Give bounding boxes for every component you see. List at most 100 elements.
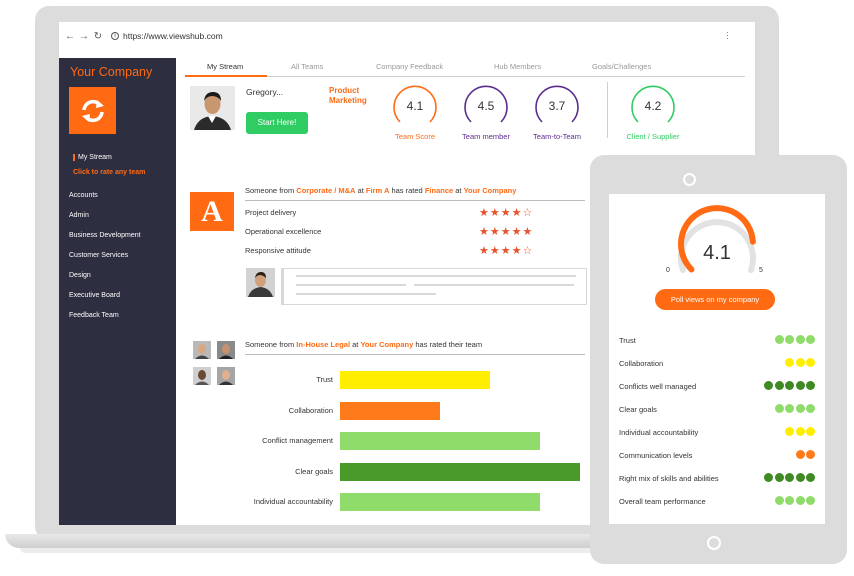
forward-arrow-icon[interactable]: → <box>79 30 89 42</box>
score-ring-arc <box>535 85 579 123</box>
metric-row: Right mix of skills and abilities <box>619 473 815 485</box>
bar <box>340 371 490 389</box>
tablet-frame: 4.1 0 5 Poll views on my company Trust Co… <box>590 155 847 564</box>
metric-row: Collaboration <box>619 358 815 370</box>
bar-label: Clear goals <box>295 466 333 476</box>
metric-dots <box>773 404 815 414</box>
header-text: has rated <box>389 186 425 195</box>
firm-link[interactable]: Firm A <box>365 186 390 195</box>
profile-name: Gregory... <box>246 87 284 97</box>
tab-hub-members[interactable]: Hub Members <box>494 62 542 71</box>
start-here-button[interactable]: Start Here! <box>246 112 308 134</box>
header-text: at <box>350 340 361 349</box>
rating-dot <box>774 496 784 505</box>
score-ring-team-member[interactable]: 4.5 Team member <box>460 82 512 142</box>
star-rating: ★★★★☆ <box>479 207 534 219</box>
metric-dots <box>773 335 815 345</box>
score-value: 4.2 <box>644 99 662 113</box>
header-text: Someone from <box>245 186 297 195</box>
sidebar-item-feedback-team[interactable]: Feedback Team <box>69 312 119 319</box>
rating-dot <box>785 358 794 367</box>
bar-label: Trust <box>316 375 333 384</box>
rating-header: Someone from Corporate / M&A at Firm A h… <box>245 186 585 201</box>
score-divider <box>607 82 608 138</box>
metric-dots <box>773 496 815 506</box>
rating-dot <box>774 404 784 413</box>
rating-dot <box>774 335 784 344</box>
rating-dot <box>806 404 815 413</box>
metric-label: Communication levels <box>619 451 693 460</box>
back-arrow-icon[interactable]: ← <box>65 30 75 42</box>
bar <box>340 401 440 420</box>
rating-dot <box>795 473 805 482</box>
firm-badge: A <box>190 192 234 231</box>
company-link[interactable]: Your Company <box>463 186 517 195</box>
metric-label: Overall team performance <box>619 497 706 506</box>
company-link[interactable]: Your Company <box>360 340 414 349</box>
sidebar-item-customer-services[interactable]: Customer Services <box>69 252 129 259</box>
team-link[interactable]: In-House Legal <box>296 340 351 349</box>
metric-label: Conflicts well managed <box>619 382 697 391</box>
tab-goals-challenges[interactable]: Goals/Challenges <box>592 62 652 71</box>
rating-dot <box>785 335 794 344</box>
rating-dot <box>774 381 784 390</box>
sidebar-item-executive-board[interactable]: Executive Board <box>69 292 120 299</box>
rating-dot <box>795 427 805 436</box>
score-label: Team-to-Team <box>533 132 581 141</box>
info-icon[interactable]: i <box>111 32 119 40</box>
tablet-camera-icon <box>683 173 696 186</box>
tab-all-teams[interactable]: All Teams <box>291 62 324 71</box>
bar <box>340 432 540 450</box>
score-label: Team Score <box>394 132 436 141</box>
browser-menu-icon[interactable]: · · · <box>726 27 729 43</box>
rating-dot <box>806 427 815 436</box>
tab-my-stream[interactable]: My Stream <box>207 62 244 71</box>
member-avatar <box>217 341 235 359</box>
bar-label: Individual accountability <box>253 497 333 506</box>
star-rating: ★★★★☆ <box>479 245 534 257</box>
sidebar-item-business-development[interactable]: Business Development <box>69 232 141 239</box>
rating-dot <box>806 335 815 344</box>
metric-row: Communication levels <box>619 450 815 462</box>
team-rating-header: Someone from In-House Legal at Your Comp… <box>245 340 585 355</box>
tablet-home-button[interactable] <box>707 536 721 550</box>
browser-bar: ← → ↻ i https://www.viewshub.com · · · <box>59 22 755 50</box>
commenter-avatar <box>246 268 275 297</box>
gauge <box>678 205 756 273</box>
rating-dot <box>795 358 805 367</box>
metric-dots <box>784 427 815 437</box>
score-ring-team[interactable]: 4.1 Team Score <box>389 82 441 142</box>
bar <box>340 493 540 511</box>
metric-row: Trust <box>619 335 815 347</box>
rating-dot <box>785 427 794 436</box>
tablet-screen: 4.1 0 5 Poll views on my company Trust Co… <box>609 194 825 524</box>
text-placeholder-line <box>296 284 406 286</box>
score-label: Client / Supplier <box>626 132 680 141</box>
metric-row: Conflicts well managed <box>619 381 815 393</box>
metric-label: Right mix of skills and abilities <box>619 474 719 483</box>
sidebar-item-admin[interactable]: Admin <box>69 212 89 219</box>
reload-icon[interactable]: ↻ <box>93 30 103 42</box>
metric-label: Trust <box>619 336 636 345</box>
text-placeholder-line <box>414 284 574 286</box>
rate-team-link[interactable]: Click to rate any team <box>73 169 146 176</box>
rating-dot <box>806 496 815 505</box>
laptop-base-shadow <box>20 548 810 553</box>
rated-team-link[interactable]: Finance <box>424 186 454 195</box>
tab-company-feedback[interactable]: Company Feedback <box>376 62 444 71</box>
sidebar-item-design[interactable]: Design <box>69 272 91 279</box>
sidebar-item-accounts[interactable]: Accounts <box>69 192 98 199</box>
rating-dot <box>774 473 784 482</box>
poll-views-button[interactable]: Poll views on my company <box>655 289 775 310</box>
sidebar-item-my-stream[interactable]: My Stream <box>73 154 112 161</box>
team-link[interactable]: Corporate / M&A <box>296 186 356 195</box>
address-bar[interactable]: i https://www.viewshub.com <box>111 31 223 41</box>
rating-dot <box>764 381 773 390</box>
metric-row: Overall team performance <box>619 496 815 508</box>
profile-photo <box>190 86 235 130</box>
rating-dot <box>785 404 794 413</box>
score-ring-client-supplier[interactable]: 4.2 Client / Supplier <box>627 82 679 142</box>
score-ring-team-to-team[interactable]: 3.7 Team-to-Team <box>531 82 583 142</box>
company-name: Your Company <box>70 65 153 79</box>
header-text: at <box>453 186 464 195</box>
